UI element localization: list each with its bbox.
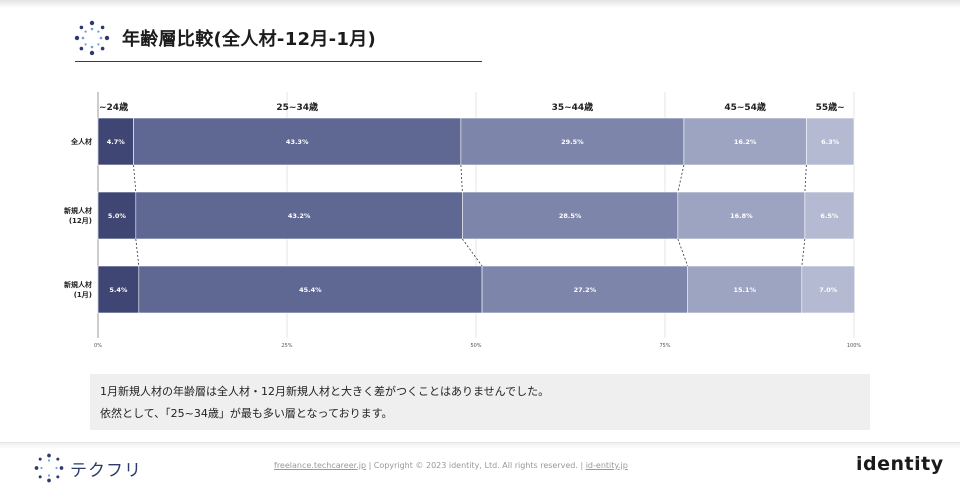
bar-segment [135,191,463,240]
data-label: 43.3% [286,138,309,146]
techcareer-link[interactable]: freelance.techcareer.jp [274,461,367,470]
bar-segment [97,265,140,314]
data-label: 15.1% [733,286,756,294]
note-line-1: 1月新規人材の年齢層は全人材・12月新規人材と大きく差がつくことはありませんでし… [100,385,550,398]
data-label: 43.2% [288,212,311,220]
summary-note: 1月新規人材の年齢層は全人材・12月新規人材と大きく差がつくことはありませんでし… [90,374,870,430]
category-label: (12月) [69,217,92,225]
data-label: 4.7% [107,138,126,146]
footer-shade [0,443,960,449]
bar-segment [677,191,806,240]
bar-segment [481,265,688,314]
bar-segment [138,265,483,314]
stacked-bar-chart: 0% 25% 50% 75% 100% ~24歳 25~34歳 35~44歳 45~54歳 55歳… [64,92,862,349]
bar-segment [804,191,855,240]
bar-segment [462,191,679,240]
data-label: 45.4% [299,286,322,294]
legend-label: 45~54歳 [724,101,766,113]
bar-segment [806,117,855,166]
data-label: 16.8% [730,212,753,220]
data-label: 29.5% [561,138,584,146]
connector-line [462,238,483,267]
connector-line [460,164,463,193]
data-label: 27.2% [574,286,597,294]
bar-segment [133,117,462,166]
footer-divider [0,442,960,443]
company-logo: identity [856,453,944,475]
x-tick-label: 50% [470,343,481,349]
top-shade [0,0,960,8]
identity-link[interactable]: id-entity.jp [585,461,628,470]
data-label: 7.0% [819,286,838,294]
title-underline [75,61,482,62]
connector-line [677,238,689,267]
bar-segment [801,265,856,314]
bar-segment [683,117,807,166]
legend-label: 25~34歳 [276,101,318,113]
slide-header: 年齢層比較(全人材-12月-1月) [74,18,376,58]
techfree-brand-icon [34,453,64,483]
data-label: 6.3% [821,138,840,146]
x-tick-label: 100% [847,343,862,349]
copyright-text: | Copyright © 2023 identity, Ltd. All ri… [368,461,584,470]
footer-brand: テクフリ [34,453,142,483]
data-label: 5.0% [108,212,127,220]
techfree-logo-icon [74,20,110,56]
legend-label: 35~44歳 [552,101,594,113]
category-label: 新規人材 [64,280,92,289]
category-label: 新規人材 [64,206,92,215]
page-title: 年齢層比較(全人材-12月-1月) [122,29,377,50]
connector-line [677,164,685,193]
data-label: 6.5% [820,212,839,220]
note-line-2: 依然として、「25~34歳」が最も多い層となっております。 [100,407,393,420]
data-label: 5.4% [109,286,128,294]
data-label: 16.2% [734,138,757,146]
footer-copyright: freelance.techcareer.jp | Copyright © 20… [274,461,628,470]
brand-name: テクフリ [70,460,142,481]
category-label: (1月) [74,291,92,299]
x-tick-label: 75% [659,343,670,349]
connector-line [804,164,807,193]
bar-segment [97,117,134,166]
connector-line [801,238,806,267]
bar-segment [460,117,685,166]
x-tick-label: 25% [281,343,292,349]
category-label: 全人材 [70,137,92,146]
connector-line [135,238,140,267]
legend-label: ~24歳 [99,101,128,113]
connector-line [133,164,137,193]
x-tick-label: 0% [94,343,102,349]
legend-label: 55歳~ [816,101,845,113]
data-label: 28.5% [559,212,582,220]
